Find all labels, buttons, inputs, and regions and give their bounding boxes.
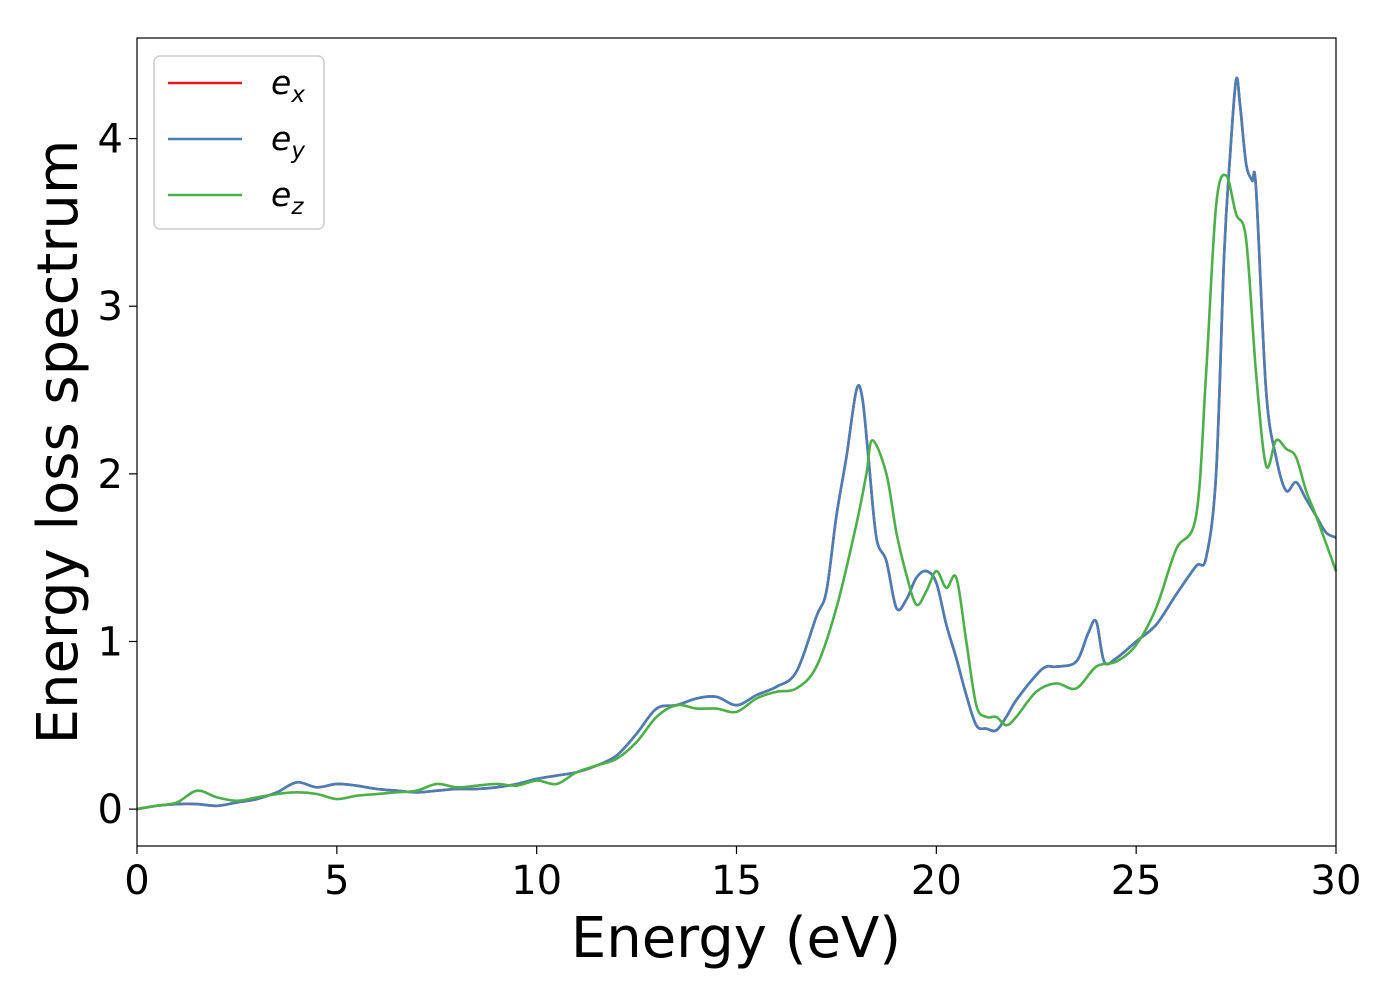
series-layer bbox=[136, 76, 1338, 811]
x-axis-ticks: 0 5 10 15 20 25 30 bbox=[124, 846, 1361, 904]
y-tick-label: 1 bbox=[98, 619, 123, 665]
y-axis-label: Energy loss spectrum bbox=[26, 140, 91, 745]
y-tick-label: 4 bbox=[98, 117, 123, 163]
legend-label-ey: ey bbox=[271, 119, 305, 164]
x-tick-label: 25 bbox=[1111, 858, 1162, 904]
x-axis-label: Energy (eV) bbox=[571, 906, 901, 971]
legend-frame bbox=[153, 55, 325, 230]
y-tick-label: 2 bbox=[98, 452, 123, 498]
x-tick-label: 15 bbox=[711, 858, 762, 904]
legend-label-ex: ex bbox=[271, 63, 305, 108]
x-tick-label: 5 bbox=[324, 858, 349, 904]
x-tick-label: 10 bbox=[511, 858, 562, 904]
x-tick-label: 30 bbox=[1311, 858, 1362, 904]
y-tick-label: 0 bbox=[98, 787, 123, 833]
x-tick-label: 20 bbox=[911, 858, 962, 904]
series-line-ez bbox=[136, 173, 1338, 811]
y-axis-ticks: 0 1 2 3 4 bbox=[98, 117, 137, 833]
legend: ex ey ez bbox=[153, 55, 325, 230]
x-tick-label: 0 bbox=[124, 858, 149, 904]
legend-label-ez: ez bbox=[271, 175, 304, 220]
y-tick-label: 3 bbox=[98, 284, 123, 330]
